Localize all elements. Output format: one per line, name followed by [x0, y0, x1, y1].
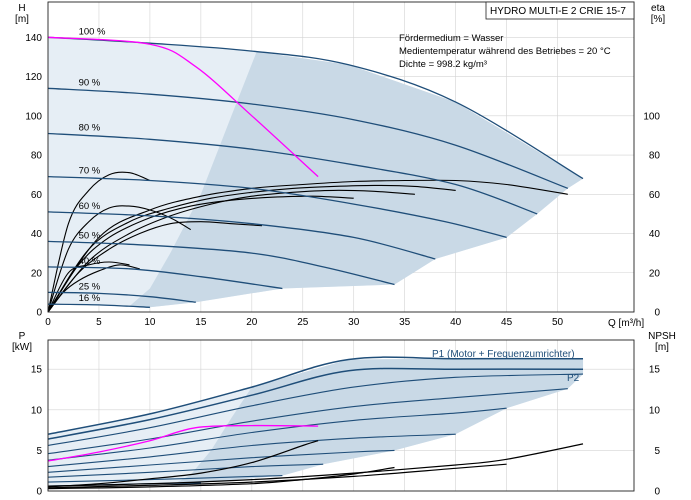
y-axis-unit-npsh: [m]	[655, 342, 669, 353]
power-curve-6	[47, 449, 395, 473]
speed-label: 25 %	[79, 281, 101, 292]
x-tick-label: 50	[552, 317, 564, 328]
head-curve-25	[47, 291, 196, 303]
info-line-density: Dichte = 998.2 kg/m³	[399, 59, 487, 70]
y-tick-label-right: 20	[649, 268, 661, 279]
y-tick-label-left: 0	[36, 308, 42, 319]
p-tick-label: 0	[36, 487, 42, 498]
power-curve-4	[47, 407, 507, 461]
speed-label: 40 %	[79, 256, 101, 267]
efficiency-curve-4	[47, 221, 263, 313]
y-axis-label-eta: eta	[651, 3, 665, 14]
chart-title: HYDRO MULTI-E 2 CRIE 15-7	[490, 6, 626, 17]
series-label-p1: P1 (Motor + Frequenzumrichter)	[432, 349, 575, 360]
y-tick-label-left: 80	[31, 151, 43, 162]
npsh-tick-label: 5	[654, 446, 660, 457]
npsh-tick-label: 15	[649, 365, 661, 376]
power-curve-3	[47, 388, 568, 455]
npsh-curve-1	[47, 463, 507, 489]
y-tick-label-left: 60	[31, 190, 43, 201]
y-tick-label-left: 120	[25, 72, 42, 83]
x-tick-label: 5	[96, 317, 102, 328]
x-tick-label: 15	[195, 317, 207, 328]
y-axis-label-p: P	[19, 331, 26, 342]
x-tick-label: 40	[450, 317, 462, 328]
power-npsh-panel: 0 5 10 15 0 5 10 15	[31, 339, 661, 498]
npsh-tick-label: 10	[649, 405, 661, 416]
y-tick-label-right: 0	[654, 308, 660, 319]
power-curve-1	[47, 367, 584, 440]
y-axis-unit-eta: [%]	[651, 14, 666, 25]
y-tick-label-right: 80	[649, 151, 661, 162]
speed-label: 70 %	[79, 166, 101, 177]
head-curve-40	[47, 266, 283, 290]
p-tick-label: 5	[36, 446, 42, 457]
speed-label: 50 %	[79, 230, 101, 241]
y-tick-label-left: 20	[31, 268, 43, 279]
efficiency-curve-7	[47, 264, 140, 313]
efficiency-curve-1	[47, 184, 456, 313]
head-flow-panel: 100 % 90 % 80 % 70 % 60 % 50 % 40 % 25 %16 % 0 5 1…	[25, 1, 661, 328]
y-axis-label-h: H	[18, 3, 25, 14]
title-box	[485, 1, 635, 20]
y-tick-label-right: 40	[649, 229, 661, 240]
power-operating-line	[47, 424, 319, 462]
x-tick-label: 20	[246, 317, 258, 328]
y-axis-label-npsh: NPSH	[648, 331, 676, 342]
p-tick-label: 15	[31, 365, 43, 376]
power-curve-0	[47, 356, 584, 435]
speed-label: 100 %	[79, 26, 106, 37]
speed-label: 16 %	[79, 293, 101, 304]
head-curve-70	[47, 175, 507, 239]
y-tick-label-right: 60	[649, 190, 661, 201]
efficiency-curve-3	[47, 195, 354, 313]
power-curve-5	[47, 433, 456, 468]
npsh-tick-label: 0	[654, 487, 660, 498]
efficiency-curve-6	[47, 261, 130, 313]
y-axis-unit-h: [m]	[15, 14, 29, 25]
power-range-dark	[170, 358, 584, 487]
y-axis-unit-p: [kW]	[12, 342, 32, 353]
head-curve-80	[47, 132, 538, 215]
head-curve-16	[47, 303, 150, 308]
npsh-curve-0	[47, 443, 584, 487]
info-line-medium: Fördermedium = Wasser	[399, 33, 503, 44]
x-axis-label-q: Q [m³/h]	[608, 318, 644, 329]
bottom-plot-frame	[47, 339, 635, 492]
head-curve-90	[47, 87, 569, 190]
operating-range-dark	[129, 51, 584, 308]
efficiency-curve-0	[47, 179, 568, 313]
info-line-temperature: Medientemperatur während des Betriebes =…	[399, 46, 611, 57]
speed-label: 60 %	[79, 201, 101, 212]
x-tick-label: 0	[45, 317, 51, 328]
y-tick-label-right: 100	[643, 111, 660, 122]
speed-label: 90 %	[79, 77, 101, 88]
x-tick-label: 35	[399, 317, 411, 328]
y-tick-label-left: 140	[25, 33, 42, 44]
y-tick-label-left: 40	[31, 229, 43, 240]
x-tick-label: 10	[144, 317, 156, 328]
x-tick-label: 25	[297, 317, 309, 328]
x-tick-label: 45	[501, 317, 513, 328]
power-curve-8	[47, 475, 283, 483]
npsh-curve-2	[47, 466, 395, 490]
npsh-curve-3	[47, 440, 319, 488]
head-curve-60	[47, 211, 436, 260]
x-tick-label: 30	[348, 317, 360, 328]
top-plot-frame	[47, 1, 635, 313]
operating-line	[47, 36, 319, 178]
power-curve-2	[47, 373, 584, 447]
power-curve-7	[47, 463, 324, 478]
series-label-p2: P2	[567, 373, 580, 384]
p-tick-label: 10	[31, 405, 43, 416]
y-tick-label-left: 100	[25, 111, 42, 122]
head-curve-50	[47, 240, 395, 286]
speed-label: 80 %	[79, 122, 101, 133]
